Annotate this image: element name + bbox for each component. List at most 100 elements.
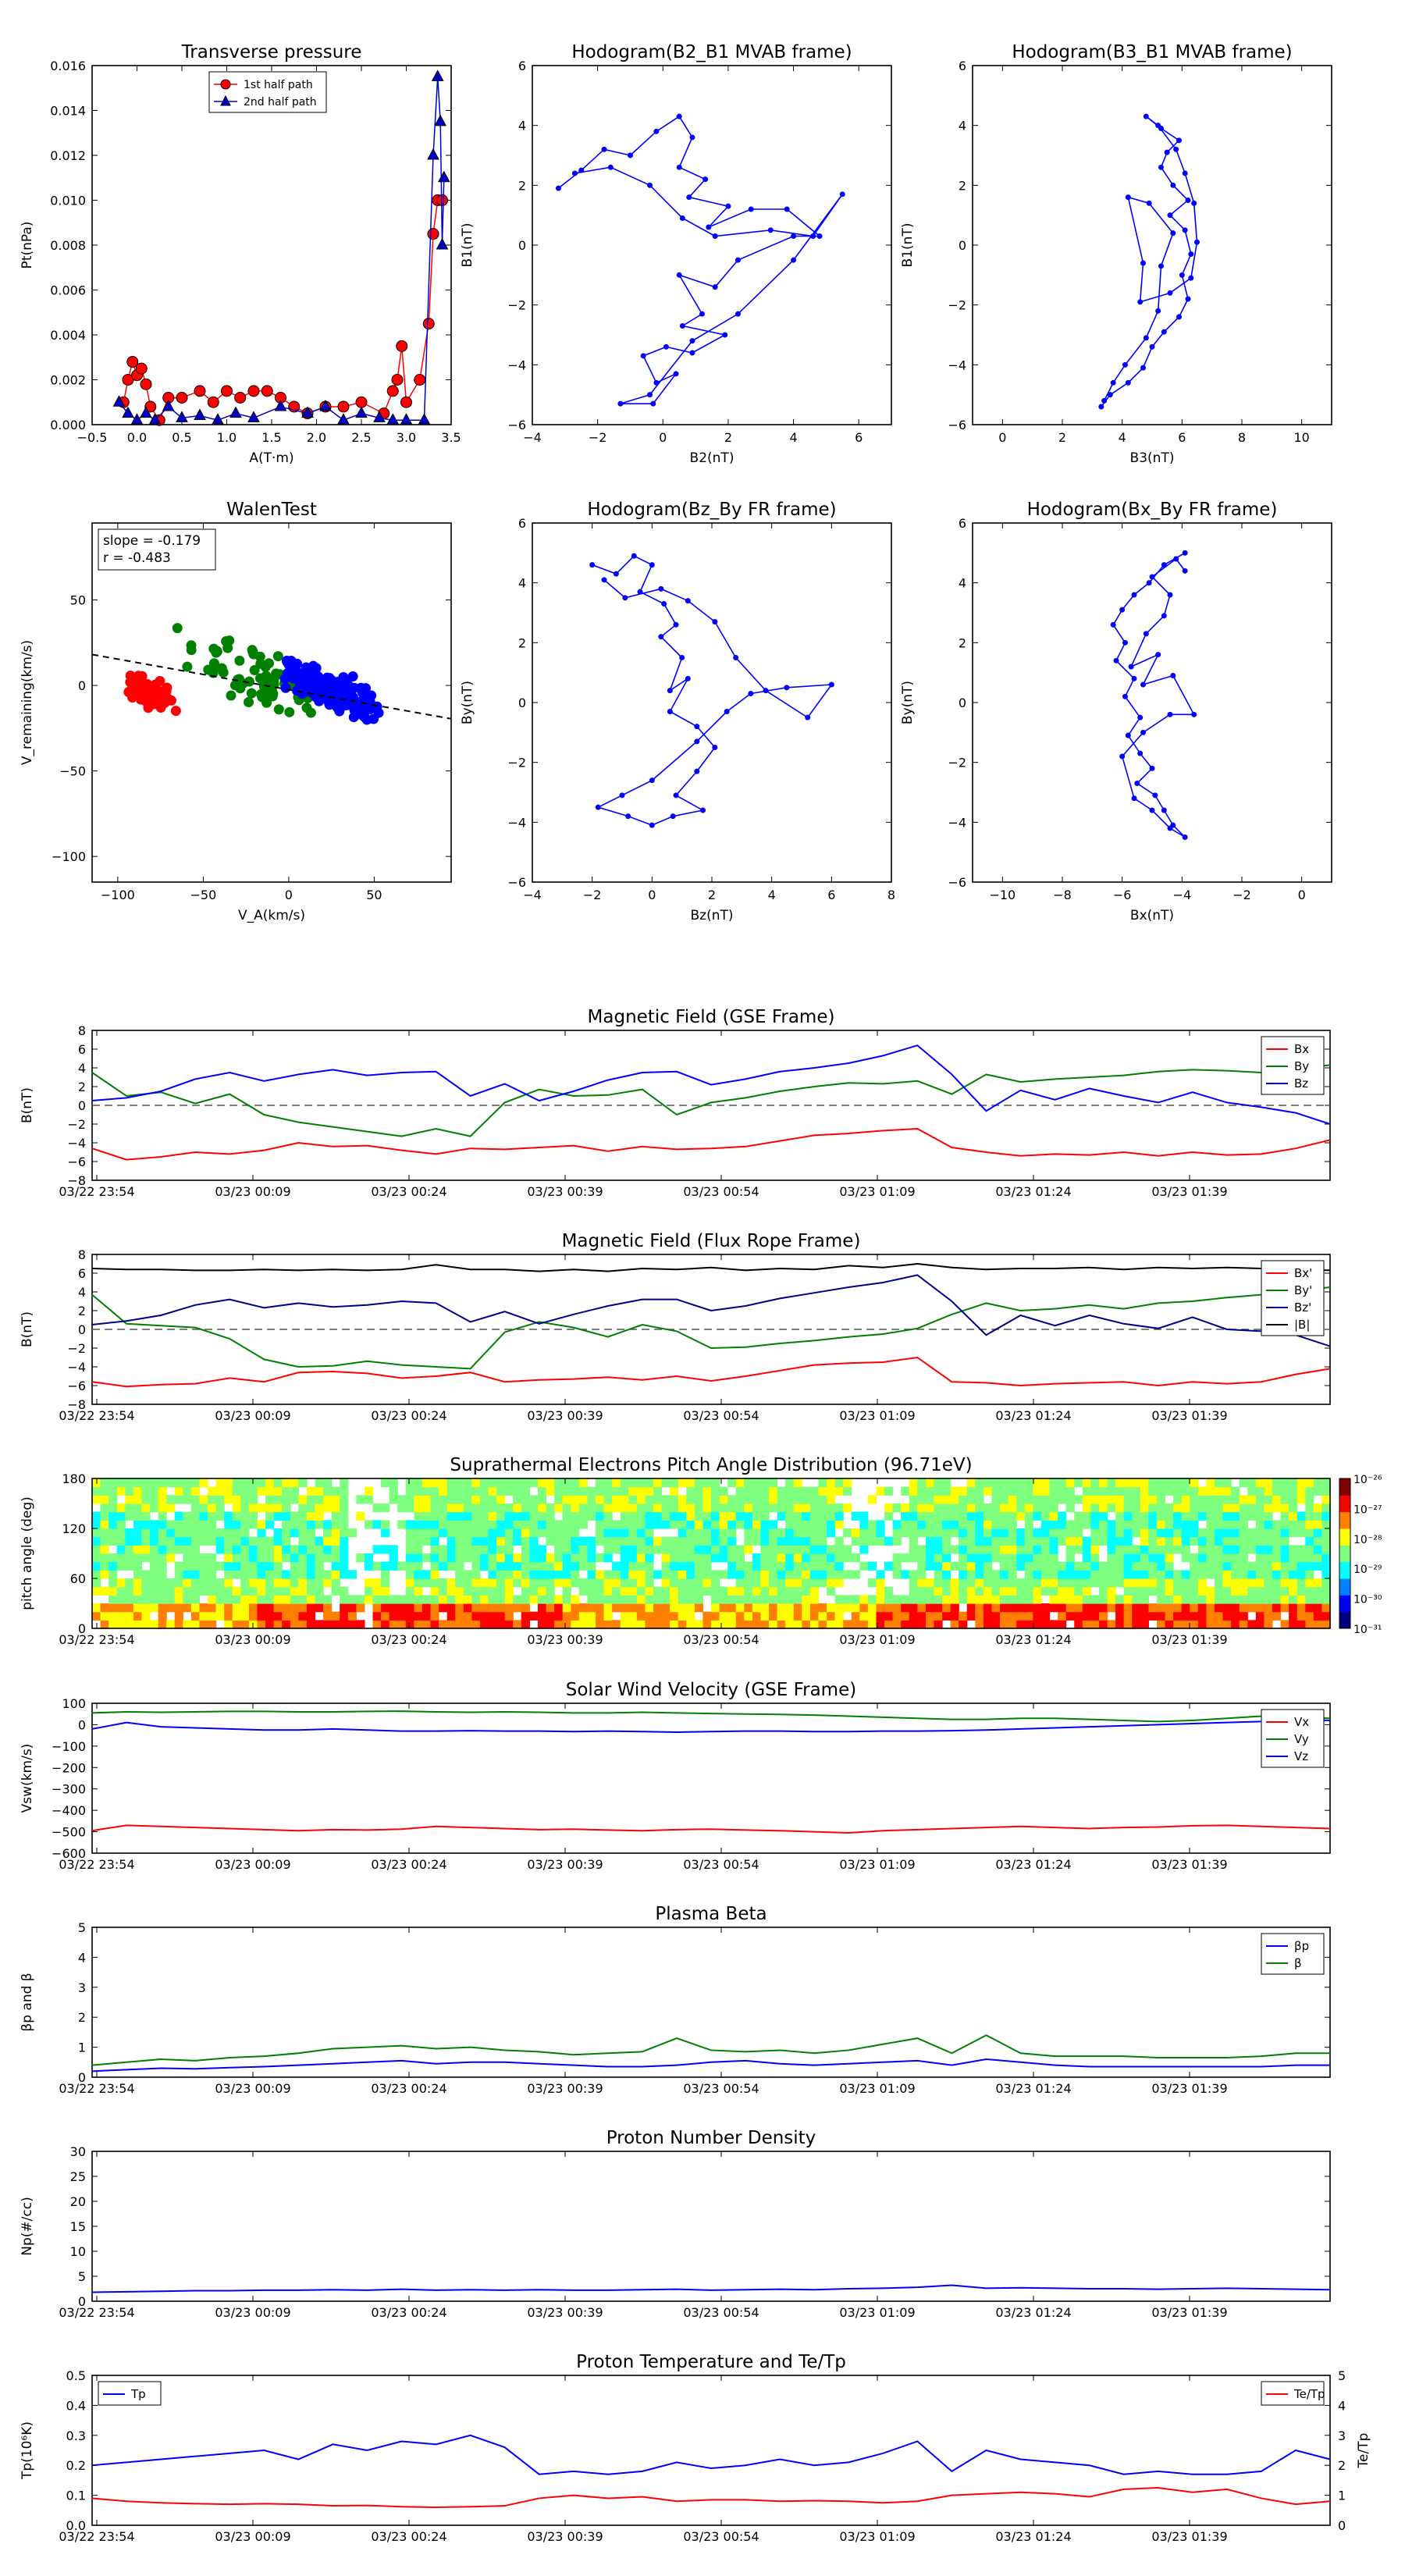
heatmap-cell	[760, 1528, 770, 1538]
heatmap-cell	[208, 1511, 217, 1521]
heatmap-cell	[719, 1611, 728, 1621]
heatmap-cell	[215, 1545, 225, 1554]
heatmap-cell	[1065, 1478, 1075, 1488]
heatmap-cell	[1000, 1603, 1009, 1613]
heatmap-cell	[612, 1586, 621, 1596]
heatmap-cell	[1000, 1528, 1009, 1538]
data-point	[386, 413, 400, 425]
heatmap-cell	[1098, 1595, 1108, 1604]
heatmap-cell	[1206, 1520, 1215, 1529]
series-line-Vz	[91, 1718, 1331, 1734]
heatmap-cell	[571, 1603, 580, 1613]
heatmap-cell	[100, 1611, 109, 1621]
heatmap-cell	[950, 1578, 959, 1588]
heatmap-cell	[554, 1486, 564, 1496]
heatmap-cell	[727, 1611, 737, 1621]
heatmap-cell	[331, 1495, 340, 1504]
heatmap-cell	[1173, 1495, 1183, 1504]
heatmap-cell	[587, 1511, 596, 1521]
heatmap-cell	[578, 1578, 588, 1588]
heatmap-cell	[232, 1561, 241, 1571]
heatmap-cell	[1140, 1520, 1149, 1529]
heatmap-cell	[1165, 1561, 1174, 1571]
heatmap-cell	[100, 1545, 109, 1554]
heatmap-cell	[711, 1536, 720, 1546]
heatmap-cell	[975, 1536, 984, 1546]
heatmap-cell	[1231, 1503, 1240, 1513]
heatmap-cell	[331, 1570, 340, 1579]
heatmap-cell	[802, 1511, 811, 1521]
heatmap-cell	[347, 1603, 357, 1613]
heatmap-cell	[752, 1478, 762, 1488]
time-tick-label: 03/22 23:54	[59, 1632, 134, 1647]
heatmap-cell	[389, 1620, 398, 1629]
y-tick-label: 2	[518, 635, 526, 650]
heatmap-cell	[562, 1503, 571, 1513]
heatmap-cell	[702, 1511, 712, 1521]
heatmap-cell	[554, 1553, 564, 1563]
heatmap-cell	[1140, 1570, 1149, 1579]
heatmap-cell	[851, 1570, 860, 1579]
heatmap-cell	[1255, 1570, 1265, 1579]
heatmap-cell	[1016, 1478, 1026, 1488]
heatmap-cell	[463, 1611, 472, 1621]
data-point	[637, 589, 643, 595]
heatmap-cell	[290, 1570, 299, 1579]
time-tick-label: 03/23 01:39	[1151, 2081, 1227, 2096]
heatmap-cell	[125, 1511, 134, 1521]
heatmap-cell	[628, 1495, 638, 1504]
x-tick-label: 0	[285, 888, 293, 902]
heatmap-cell	[1181, 1570, 1190, 1579]
heatmap-cell	[1272, 1570, 1282, 1579]
heatmap-cell	[1115, 1520, 1125, 1529]
heatmap-cell	[537, 1570, 547, 1579]
data-point	[1158, 164, 1164, 170]
heatmap-cell	[224, 1595, 233, 1604]
chart-title: Plasma Beta	[655, 1904, 767, 1924]
heatmap-cell	[537, 1611, 547, 1621]
heatmap-cell	[727, 1520, 737, 1529]
heatmap-cell	[150, 1578, 159, 1588]
heatmap-cell	[909, 1595, 918, 1604]
heatmap-cell	[851, 1528, 860, 1538]
time-tick-label: 03/23 01:24	[995, 2529, 1071, 2544]
heatmap-cell	[818, 1620, 827, 1629]
heatmap-cell	[290, 1603, 299, 1613]
heatmap-cell	[934, 1495, 943, 1504]
heatmap-cell	[694, 1603, 704, 1613]
data-point	[578, 167, 585, 173]
heatmap-cell	[818, 1536, 827, 1546]
heatmap-cell	[909, 1520, 918, 1529]
heatmap-cell	[1058, 1561, 1067, 1571]
heatmap-cell	[257, 1545, 266, 1554]
heatmap-cell	[1040, 1570, 1051, 1579]
heatmap-cell	[463, 1478, 472, 1488]
heatmap-cell	[702, 1528, 712, 1538]
heatmap-cell	[290, 1478, 299, 1488]
heatmap-cell	[934, 1595, 943, 1604]
heatmap-cell	[595, 1511, 605, 1521]
heatmap-cell	[1289, 1495, 1298, 1504]
data-point	[689, 338, 695, 344]
heatmap-cell	[323, 1611, 333, 1621]
heatmap-cell	[578, 1586, 588, 1596]
heatmap-cell	[150, 1536, 159, 1546]
heatmap-cell	[323, 1553, 333, 1563]
heatmap-cell	[455, 1486, 464, 1496]
heatmap-cell	[215, 1611, 225, 1621]
heatmap-cell	[1000, 1578, 1009, 1588]
heatmap-cell	[298, 1553, 308, 1563]
heatmap-cell	[1140, 1536, 1149, 1546]
time-tick-label: 03/23 00:39	[527, 1857, 603, 1872]
data-point	[434, 114, 447, 126]
heatmap-cell	[513, 1495, 522, 1504]
heatmap-cell	[925, 1486, 935, 1496]
heatmap-cell	[364, 1586, 374, 1596]
heatmap-cell	[405, 1561, 414, 1571]
heatmap-cell	[331, 1578, 340, 1588]
heatmap-cell	[1000, 1553, 1009, 1563]
heatmap-cell	[554, 1570, 564, 1579]
heatmap-cell	[331, 1553, 340, 1563]
heatmap-cell	[471, 1478, 481, 1488]
heatmap-cell	[1206, 1595, 1215, 1604]
